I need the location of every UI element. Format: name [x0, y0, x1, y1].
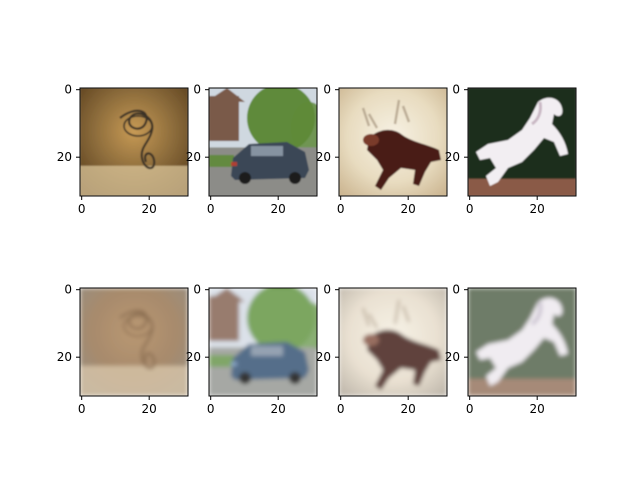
x-tick-label: 20: [401, 202, 416, 216]
deer-image: [339, 88, 447, 196]
x-tick-label: 20: [271, 202, 286, 216]
y-tick-label: 20: [445, 350, 460, 364]
y-tick-label: 20: [186, 350, 201, 364]
deer-image: [339, 288, 447, 396]
car-image: [209, 288, 317, 396]
x-tick-label: 20: [530, 402, 545, 416]
x-tick-label: 0: [78, 402, 86, 416]
horse-image: [468, 288, 576, 396]
panel-reconstruction-2: 0 20 0 20: [186, 283, 318, 416]
y-tick-label: 0: [64, 283, 72, 297]
y-tick-label: 20: [445, 150, 460, 164]
x-tick-label: 0: [207, 202, 215, 216]
y-tick-label: 0: [323, 83, 331, 97]
y-tick-label: 20: [57, 350, 72, 364]
axes-frame: [208, 287, 318, 397]
axes-frame: [338, 87, 448, 197]
y-tick-label: 20: [186, 150, 201, 164]
y-tick-label: 0: [452, 83, 460, 97]
rope-coil-image: [80, 88, 188, 196]
x-tick-label: 0: [466, 402, 474, 416]
panel-reconstruction-3: 0 20 0 20: [316, 283, 448, 416]
x-tick-label: 0: [337, 402, 345, 416]
x-tick-label: 20: [142, 402, 157, 416]
x-tick-label: 0: [337, 202, 345, 216]
panel-reconstruction-1: 0 20 0 20: [57, 283, 189, 416]
y-tick-label: 0: [452, 283, 460, 297]
y-tick-label: 0: [64, 83, 72, 97]
axes-frame: [79, 287, 189, 397]
axes-frame: [467, 287, 577, 397]
axes-frame: [338, 287, 448, 397]
axes-frame: [208, 87, 318, 197]
y-tick-label: 20: [57, 150, 72, 164]
panel-original-3: 0 20 0 20: [316, 83, 448, 216]
y-tick-label: 20: [316, 350, 331, 364]
y-tick-label: 0: [193, 283, 201, 297]
y-tick-label: 0: [193, 83, 201, 97]
rope-coil-image: [80, 288, 188, 396]
axes-frame: [79, 87, 189, 197]
panel-reconstruction-4: 0 20 0 20: [445, 283, 577, 416]
axes-frame: [467, 87, 577, 197]
panel-original-1: 0 20 0 20: [57, 83, 189, 216]
y-tick-label: 20: [316, 150, 331, 164]
x-tick-label: 20: [271, 402, 286, 416]
x-tick-label: 20: [142, 202, 157, 216]
x-tick-label: 0: [78, 202, 86, 216]
panel-original-4: 0 20 0 20: [445, 83, 577, 216]
x-tick-label: 0: [466, 202, 474, 216]
x-tick-label: 20: [530, 202, 545, 216]
horse-image: [468, 88, 576, 196]
x-tick-label: 20: [401, 402, 416, 416]
x-tick-label: 0: [207, 402, 215, 416]
panel-original-2: 0 20 0 20: [186, 83, 318, 216]
car-image: [209, 88, 317, 196]
y-tick-label: 0: [323, 283, 331, 297]
